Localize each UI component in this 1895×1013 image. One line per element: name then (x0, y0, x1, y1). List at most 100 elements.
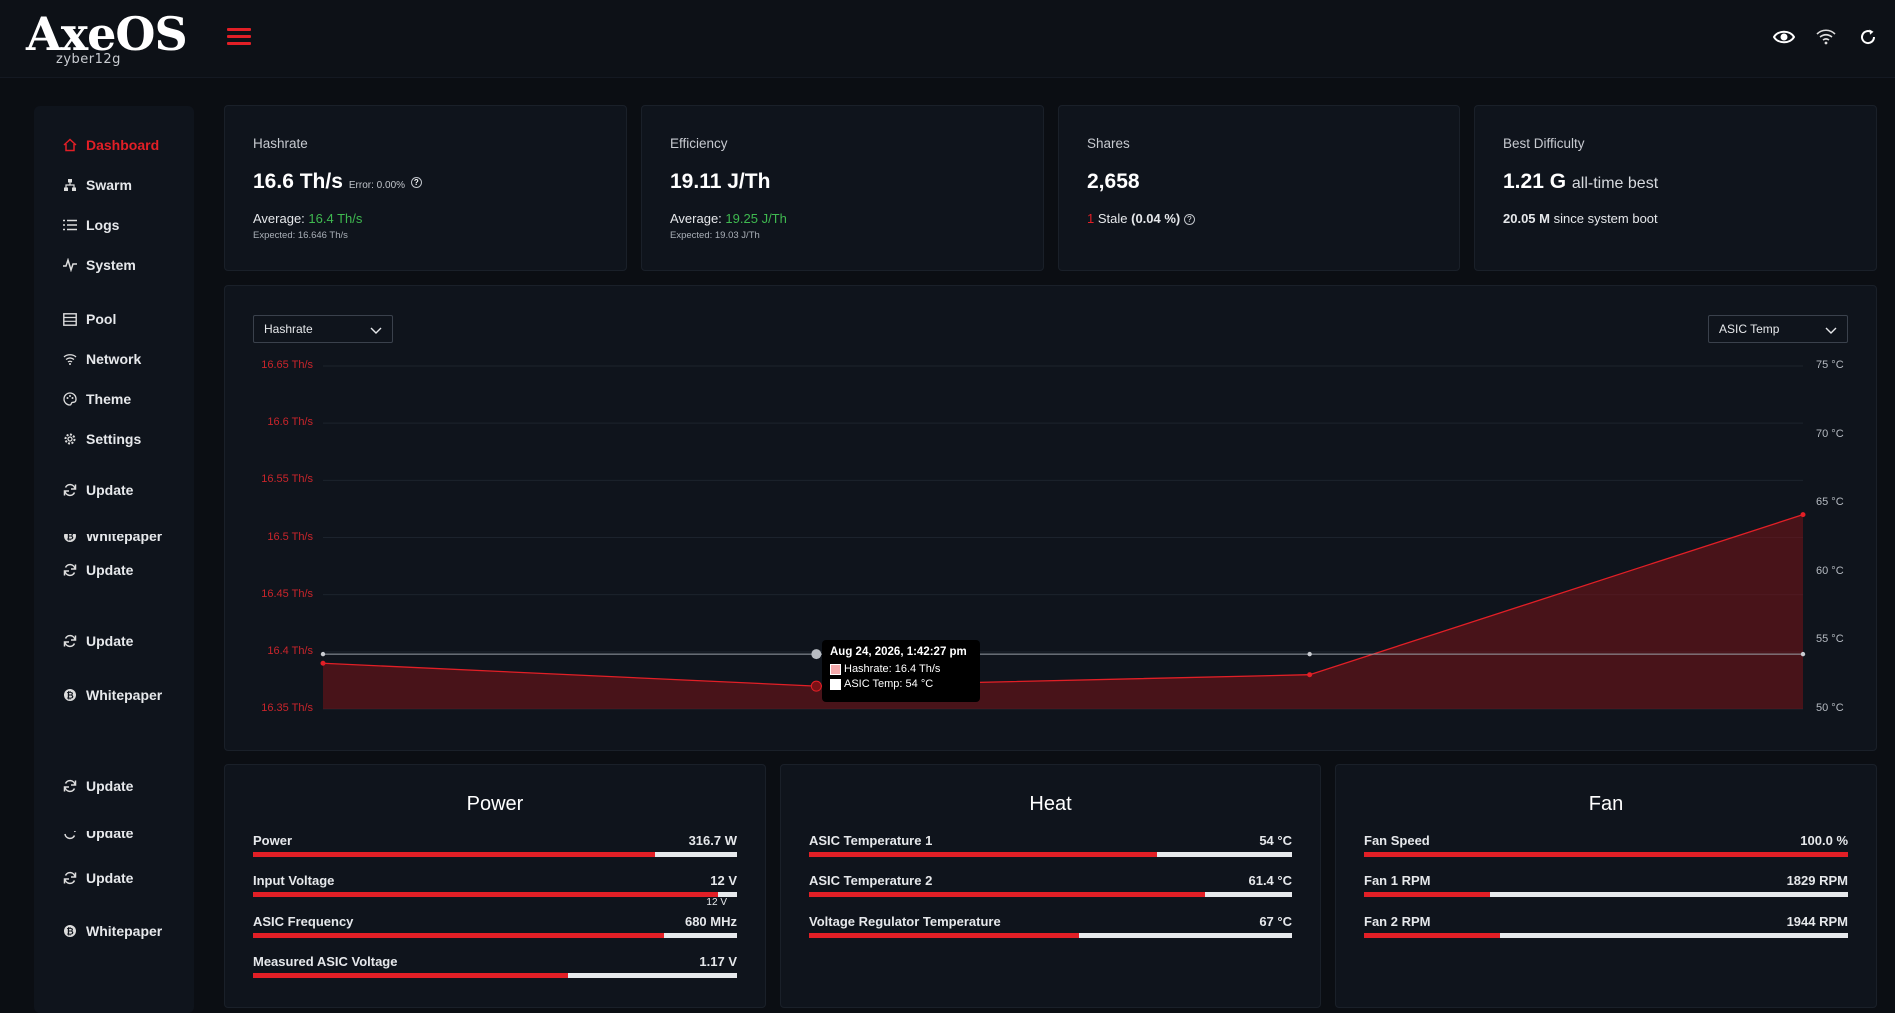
average-line: Average: 16.4 Th/s (253, 211, 362, 226)
left-tick-label: 16.5 Th/s (267, 530, 313, 543)
stale-line: 1 Stale (0.04 %) ? (1087, 211, 1195, 226)
stale-count: 1 (1087, 211, 1095, 226)
left-tick-label: 16.65 Th/s (261, 359, 313, 371)
card-title: Shares (1087, 136, 1130, 151)
metric-label: ASIC Temperature 1 (809, 833, 933, 848)
metric-label: ASIC Temperature 2 (809, 873, 933, 888)
sidebar-item-whitepaper[interactable]: ₿ Whitepaper (62, 534, 162, 544)
left-series-select[interactable]: Hashrate (253, 315, 393, 343)
left-tick-label: 16.45 Th/s (261, 587, 313, 600)
list-icon (62, 217, 78, 233)
sidebar-item-update[interactable]: Update (62, 560, 133, 580)
sidebar-item-dashboard[interactable]: Dashboard (62, 135, 159, 155)
sidebar-item-logs[interactable]: Logs (62, 215, 119, 235)
average-value: 19.25 J/Th (725, 211, 787, 226)
gear-icon (62, 431, 78, 447)
sidebar-item-theme[interactable]: Theme (62, 389, 131, 409)
sidebar-item-update[interactable]: Update (62, 831, 133, 841)
hamburger-menu-button[interactable] (227, 28, 251, 48)
expected-value: Expected: 16.646 Th/s (253, 230, 348, 241)
metric-fan-1-rpm: Fan 1 RPM 1829 RPM (1364, 873, 1848, 907)
select-value: ASIC Temp (1719, 322, 1780, 336)
metric-label: Voltage Regulator Temperature (809, 914, 1001, 929)
sidebar-item-whitepaper[interactable]: ₿ Whitepaper (62, 921, 162, 941)
progress-fill (253, 933, 665, 938)
right-tick-label: 70 °C (1816, 427, 1844, 440)
metric-asic-voltage: Measured ASIC Voltage 1.17 V (253, 954, 737, 988)
sync-icon (62, 778, 78, 794)
metric-asic-temp-1: ASIC Temperature 1 54 °C (809, 833, 1292, 867)
tooltip-row: ASIC Temp: 54 °C (830, 678, 972, 690)
help-icon[interactable]: ? (1183, 214, 1195, 226)
sync-icon (62, 562, 78, 578)
wifi-icon (62, 351, 78, 367)
metric-value: 316.7 W (688, 833, 737, 848)
tooltip-hashrate: Hashrate: 16.4 Th/s (844, 663, 941, 675)
progress-bar (253, 933, 737, 938)
right-series-select[interactable]: ASIC Temp (1708, 315, 1848, 343)
progress-bar (1364, 852, 1848, 857)
hashrate-value: 16.6 Th/s Error: 0.00% ? (253, 170, 422, 194)
server-icon (62, 311, 78, 327)
sidebar-item-update[interactable]: Update (62, 776, 133, 796)
chevron-down-icon (1825, 324, 1837, 338)
refresh-icon[interactable] (1855, 24, 1881, 50)
metric-value: 12 V (710, 873, 737, 888)
right-tick-label: 55 °C (1816, 633, 1844, 646)
metric-label: Fan Speed (1364, 833, 1430, 848)
progress-fill (1364, 892, 1490, 897)
help-icon[interactable]: ? (410, 176, 422, 188)
sidebar-item-update[interactable]: Update (62, 631, 133, 651)
sidebar-item-whitepaper[interactable]: ₿ Whitepaper (62, 685, 162, 705)
metric-asic-frequency: ASIC Frequency 680 MHz (253, 914, 737, 948)
card-title: Efficiency (670, 136, 728, 151)
sidebar-item-label: Update (86, 482, 134, 498)
temp-swatch (830, 678, 841, 690)
left-tick-label: 16.6 Th/s (267, 416, 313, 429)
sidebar-item-pool[interactable]: Pool (62, 309, 116, 329)
sidebar-item-label: Swarm (86, 177, 132, 193)
sidebar-item-label: System (86, 257, 136, 273)
panel-title: Fan (1588, 793, 1624, 815)
metric-label: Fan 2 RPM (1364, 914, 1431, 929)
metric-label: ASIC Frequency (253, 914, 354, 929)
progress-fill (253, 973, 568, 978)
tooltip-row: Hashrate: 16.4 Th/s (830, 663, 972, 675)
sidebar-item-label: Update (86, 778, 134, 794)
metric-value: 1944 RPM (1786, 914, 1848, 929)
card-title: Best Difficulty (1503, 136, 1585, 151)
sidebar-item-label: Update (86, 831, 134, 841)
hashrate-swatch (830, 663, 841, 675)
sidebar-item-swarm[interactable]: Swarm (62, 175, 132, 195)
metric-value: 680 MHz (684, 914, 737, 929)
sidebar-item-update[interactable]: Update (62, 480, 133, 500)
efficiency-card: Efficiency 19.11 J/Th Average: 19.25 J/T… (641, 105, 1044, 271)
temp-point (811, 649, 822, 660)
sidebar-item-network[interactable]: Network (62, 349, 141, 369)
sync-icon (62, 870, 78, 886)
sidebar-item-update[interactable]: Update (62, 868, 133, 888)
progress-bar (1364, 933, 1848, 938)
best-difficulty-card: Best Difficulty 1.21 G all-time best 20.… (1474, 105, 1877, 271)
right-tick-label: 75 °C (1816, 359, 1844, 371)
wifi-icon[interactable] (1813, 24, 1839, 50)
progress-fill (1364, 933, 1500, 938)
sidebar-item-label: Whitepaper (86, 687, 163, 703)
metric-value: 1829 RPM (1786, 873, 1848, 888)
top-bar: AxeOS zyber12g (0, 0, 1895, 78)
sidebar-item-label: Update (86, 562, 134, 578)
progress-bar (1364, 892, 1848, 897)
progress-fill (1364, 852, 1848, 857)
left-tick-label: 16.35 Th/s (261, 702, 313, 714)
progress-bar (253, 852, 737, 857)
stale-percent: (0.04 %) (1131, 211, 1181, 226)
sidebar-item-settings[interactable]: Settings (62, 429, 141, 449)
sidebar-item-system[interactable]: System (62, 255, 136, 275)
card-title: Hashrate (253, 136, 308, 151)
average-label: Average: (253, 211, 305, 226)
bitcoin-icon: ₿ (62, 687, 78, 703)
sidebar-item-label: Theme (86, 391, 132, 407)
eye-icon[interactable] (1771, 24, 1797, 50)
top-actions (1771, 24, 1881, 50)
fan-panel: Fan Fan Speed 100.0 % Fan 1 RPM 1829 RPM… (1335, 764, 1877, 1008)
